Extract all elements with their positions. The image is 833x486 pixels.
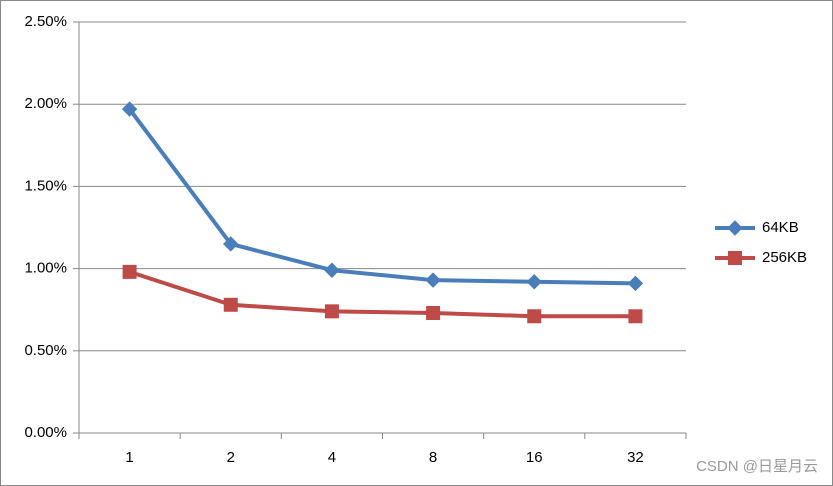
y-tick-label: 2.50%	[24, 13, 67, 30]
data-point	[223, 297, 238, 312]
data-point	[122, 264, 137, 279]
x-tick-label: 1	[125, 449, 133, 466]
x-tick-label: 4	[328, 449, 336, 466]
data-point	[628, 309, 643, 324]
x-tick-label: 2	[227, 449, 235, 466]
legend-label: 64KB	[762, 219, 799, 236]
x-tick-label: 32	[627, 449, 644, 466]
data-point	[223, 236, 239, 252]
series-line	[127, 107, 636, 286]
data-point	[324, 262, 340, 278]
legend-label: 256KB	[762, 249, 807, 266]
data-point	[425, 272, 441, 288]
data-point	[426, 305, 441, 320]
legend-marker	[727, 220, 743, 236]
y-tick-label: 1.00%	[24, 260, 67, 277]
y-tick-label: 2.00%	[24, 95, 67, 112]
watermark: CSDN @日星月云	[696, 458, 818, 475]
y-tick-label: 1.50%	[24, 177, 67, 194]
legend-marker	[728, 251, 742, 265]
data-point	[324, 304, 339, 319]
data-point	[527, 309, 542, 324]
x-tick-label: 8	[429, 449, 437, 466]
y-tick-label: 0.50%	[24, 342, 67, 359]
series-line	[128, 269, 636, 319]
y-tick-label: 0.00%	[24, 424, 67, 441]
data-point	[526, 274, 542, 290]
data-point	[121, 101, 138, 117]
data-point	[627, 275, 644, 292]
x-tick-label: 16	[526, 449, 543, 466]
